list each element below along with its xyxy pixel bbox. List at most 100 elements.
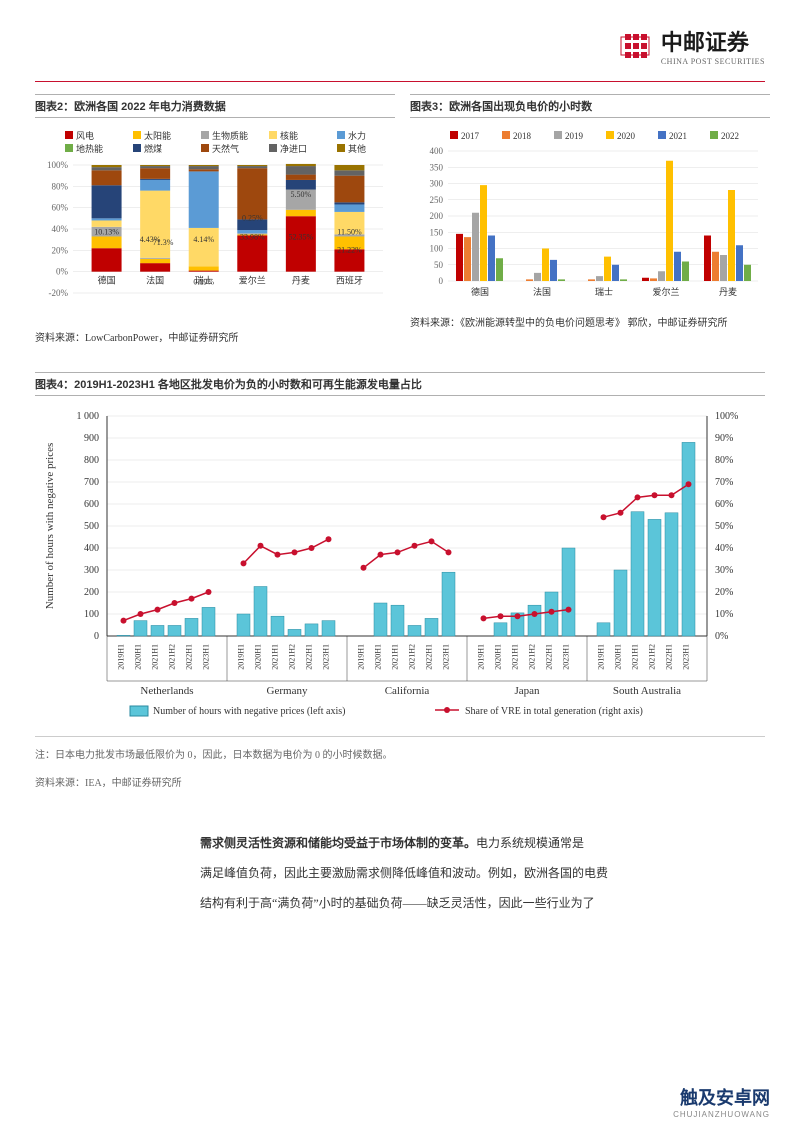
svg-text:生物质能: 生物质能 <box>212 130 248 141</box>
svg-text:爱尔兰: 爱尔兰 <box>239 275 266 286</box>
svg-text:2023H1: 2023H1 <box>682 644 691 670</box>
svg-text:2019H1: 2019H1 <box>237 644 246 670</box>
header-divider <box>35 81 765 82</box>
svg-text:80%: 80% <box>715 455 733 466</box>
svg-text:2020H1: 2020H1 <box>614 644 623 670</box>
logo-icon <box>619 31 653 61</box>
svg-text:0: 0 <box>94 631 99 642</box>
svg-text:2021H2: 2021H2 <box>648 644 657 670</box>
svg-text:Japan: Japan <box>514 685 540 697</box>
svg-text:2023H1: 2023H1 <box>322 644 331 670</box>
svg-text:2021H2: 2021H2 <box>288 644 297 670</box>
svg-text:40%: 40% <box>52 224 69 234</box>
svg-text:2021H1: 2021H1 <box>271 644 280 670</box>
svg-text:Number of hours with negative: Number of hours with negative prices (le… <box>153 706 345 717</box>
svg-text:500: 500 <box>84 521 99 532</box>
svg-text:法国: 法国 <box>146 275 164 286</box>
svg-text:2023H1: 2023H1 <box>442 644 451 670</box>
svg-text:300: 300 <box>84 565 99 576</box>
chart4-title: 图表4：2019H1-2023H1 各地区批发电价为负的小时数和可再生能源发电量… <box>35 372 765 396</box>
chart4-svg: 01002003004005006007008009001 0000%10%20… <box>35 401 765 721</box>
svg-text:600: 600 <box>84 499 99 510</box>
svg-text:2021H2: 2021H2 <box>168 644 177 670</box>
svg-text:60%: 60% <box>715 499 733 510</box>
svg-text:200: 200 <box>84 587 99 598</box>
svg-text:50%: 50% <box>715 521 733 532</box>
svg-text:太阳能: 太阳能 <box>144 130 171 141</box>
svg-text:0.09%: 0.09% <box>193 277 214 286</box>
svg-text:2018: 2018 <box>513 131 532 141</box>
svg-text:100%: 100% <box>715 411 738 422</box>
svg-text:瑞士: 瑞士 <box>595 286 613 297</box>
svg-text:2022H1: 2022H1 <box>665 644 674 670</box>
svg-text:2022H1: 2022H1 <box>305 644 314 670</box>
svg-text:5.50%: 5.50% <box>291 190 312 199</box>
svg-text:350: 350 <box>430 162 444 172</box>
svg-text:90%: 90% <box>715 433 733 444</box>
svg-text:法国: 法国 <box>533 286 551 297</box>
svg-text:爱尔兰: 爱尔兰 <box>652 286 679 297</box>
chart3-title: 图表3：欧洲各国出现负电价的小时数 <box>410 94 770 118</box>
svg-text:South Australia: South Australia <box>613 685 681 697</box>
svg-text:20%: 20% <box>52 245 69 255</box>
svg-text:50: 50 <box>434 260 444 270</box>
svg-text:0: 0 <box>439 276 444 286</box>
svg-text:2019H1: 2019H1 <box>357 644 366 670</box>
svg-text:150: 150 <box>430 227 444 237</box>
company-logo: 中邮证券 CHINA POST SECURITIES <box>619 25 765 66</box>
svg-text:52.35%: 52.35% <box>289 233 314 242</box>
svg-text:100: 100 <box>84 609 99 620</box>
svg-text:33.98%: 33.98% <box>240 233 265 242</box>
svg-text:水力: 水力 <box>348 130 366 141</box>
svg-text:2021H2: 2021H2 <box>528 644 537 670</box>
svg-text:2021H1: 2021H1 <box>631 644 640 670</box>
svg-text:0%: 0% <box>56 267 69 277</box>
svg-text:西班牙: 西班牙 <box>336 275 363 286</box>
chart2-title: 图表2：欧洲各国 2022 年电力消费数据 <box>35 94 395 118</box>
svg-text:400: 400 <box>84 543 99 554</box>
svg-text:400: 400 <box>430 146 444 156</box>
svg-text:德国: 德国 <box>98 275 116 286</box>
chart3-container: 图表3：欧洲各国出现负电价的小时数 2017201820192020202120… <box>410 94 770 347</box>
svg-text:2022H1: 2022H1 <box>185 644 194 670</box>
svg-text:2023H1: 2023H1 <box>202 644 211 670</box>
svg-text:2020H1: 2020H1 <box>254 644 263 670</box>
svg-text:Share of VRE in total generati: Share of VRE in total generation (right … <box>465 706 643 717</box>
chart2-svg: 风电太阳能生物质能核能水力地热能燃煤天然气净进口其他-20%0%20%40%60… <box>35 123 395 318</box>
svg-text:11.50%: 11.50% <box>337 227 362 236</box>
svg-text:净进口: 净进口 <box>280 143 307 154</box>
svg-text:20%: 20% <box>715 587 733 598</box>
svg-text:60%: 60% <box>52 203 69 213</box>
svg-text:2020H1: 2020H1 <box>134 644 143 670</box>
svg-text:2022H1: 2022H1 <box>545 644 554 670</box>
svg-text:30%: 30% <box>715 565 733 576</box>
chart4-container: 图表4：2019H1-2023H1 各地区批发电价为负的小时数和可再生能源发电量… <box>0 372 800 726</box>
chart3-source: 资料来源：《欧洲能源转型中的负电价问题思考》 郭欣，中邮证券研究所 <box>410 316 770 332</box>
svg-text:900: 900 <box>84 433 99 444</box>
chart2-source: 资料来源：LowCarbonPower，中邮证券研究所 <box>35 331 395 347</box>
svg-text:2019H1: 2019H1 <box>477 644 486 670</box>
svg-text:2023H1: 2023H1 <box>562 644 571 670</box>
svg-text:德国: 德国 <box>471 286 489 297</box>
logo-text-cn: 中邮证券 <box>661 25 765 57</box>
svg-text:70%: 70% <box>715 477 733 488</box>
svg-text:71.3%: 71.3% <box>153 238 174 247</box>
svg-text:核能: 核能 <box>280 130 298 141</box>
svg-text:80%: 80% <box>52 181 69 191</box>
svg-text:2021H1: 2021H1 <box>151 644 160 670</box>
svg-text:2021H2: 2021H2 <box>408 644 417 670</box>
svg-text:2019H1: 2019H1 <box>597 644 606 670</box>
svg-text:2020: 2020 <box>617 131 636 141</box>
svg-text:-20%: -20% <box>49 288 69 298</box>
svg-text:100: 100 <box>430 244 444 254</box>
svg-text:0%: 0% <box>715 631 728 642</box>
svg-text:丹麦: 丹麦 <box>719 286 737 297</box>
chart4-note: 注：日本电力批发市场最低限价为 0，因此，日本数据为电价为 0 的小时候数据。 <box>0 747 800 765</box>
svg-text:100%: 100% <box>47 160 69 170</box>
svg-text:40%: 40% <box>715 543 733 554</box>
svg-text:200: 200 <box>430 211 444 221</box>
svg-text:燃煤: 燃煤 <box>144 143 162 154</box>
svg-text:Germany: Germany <box>267 685 308 697</box>
svg-text:2019: 2019 <box>565 131 584 141</box>
svg-text:2021: 2021 <box>669 131 687 141</box>
